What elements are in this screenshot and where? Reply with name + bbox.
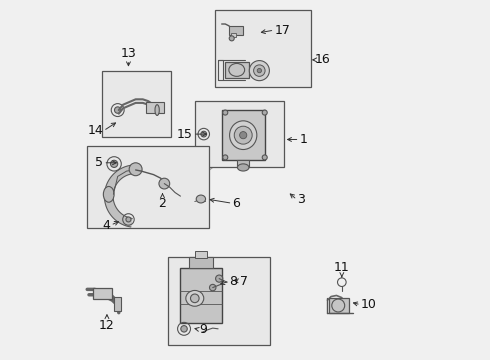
Ellipse shape <box>201 131 207 137</box>
Bar <box>180 268 221 323</box>
Text: 9: 9 <box>199 323 207 336</box>
Ellipse shape <box>230 121 257 149</box>
Ellipse shape <box>234 126 252 144</box>
Bar <box>237 159 249 167</box>
Text: 17: 17 <box>274 24 290 37</box>
Ellipse shape <box>210 284 216 291</box>
Ellipse shape <box>257 68 262 73</box>
Bar <box>195 251 207 258</box>
Bar <box>93 288 112 299</box>
Text: 2: 2 <box>159 197 167 210</box>
Bar <box>114 297 121 311</box>
Bar <box>190 257 213 268</box>
Ellipse shape <box>181 325 187 332</box>
Ellipse shape <box>129 163 142 176</box>
Bar <box>231 33 236 37</box>
Ellipse shape <box>155 105 159 116</box>
Text: 7: 7 <box>240 275 248 288</box>
Bar <box>168 257 270 345</box>
Text: 15: 15 <box>177 127 193 141</box>
Ellipse shape <box>229 36 234 41</box>
Text: 13: 13 <box>121 47 136 60</box>
Ellipse shape <box>223 110 228 115</box>
Ellipse shape <box>103 186 114 202</box>
Bar <box>329 298 349 313</box>
Ellipse shape <box>254 65 265 76</box>
Text: 4: 4 <box>102 219 111 232</box>
Text: 3: 3 <box>297 193 305 206</box>
Ellipse shape <box>262 110 267 115</box>
Polygon shape <box>104 165 132 227</box>
Text: 12: 12 <box>99 319 115 332</box>
Ellipse shape <box>186 291 204 306</box>
Bar <box>101 71 172 137</box>
Bar <box>221 110 265 160</box>
Bar <box>147 102 164 113</box>
Bar <box>87 146 209 228</box>
Text: 14: 14 <box>88 124 103 138</box>
Text: 16: 16 <box>314 53 330 66</box>
Bar <box>229 26 243 35</box>
Ellipse shape <box>249 60 270 81</box>
Ellipse shape <box>111 160 118 167</box>
Text: 5: 5 <box>96 156 103 169</box>
Bar <box>225 62 248 78</box>
Ellipse shape <box>238 164 249 171</box>
Ellipse shape <box>262 155 267 160</box>
Text: 10: 10 <box>361 298 377 311</box>
Ellipse shape <box>240 132 247 139</box>
Text: 8: 8 <box>230 275 238 288</box>
Ellipse shape <box>191 294 199 303</box>
Bar <box>215 10 311 87</box>
Bar <box>195 101 285 167</box>
Ellipse shape <box>196 195 205 203</box>
Text: 1: 1 <box>299 133 307 146</box>
Text: 11: 11 <box>334 261 350 274</box>
Ellipse shape <box>126 217 131 222</box>
Ellipse shape <box>216 275 223 282</box>
Ellipse shape <box>115 107 121 113</box>
Ellipse shape <box>159 178 170 189</box>
Ellipse shape <box>223 155 228 160</box>
Text: 6: 6 <box>232 197 240 210</box>
